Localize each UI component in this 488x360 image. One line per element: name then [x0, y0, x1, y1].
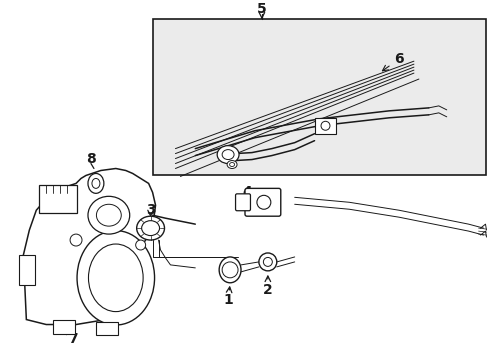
Circle shape [135, 240, 145, 250]
Text: 5: 5 [257, 3, 266, 17]
Bar [152, 19, 486, 175]
Text: 7: 7 [68, 332, 78, 346]
Polygon shape [23, 168, 155, 324]
Ellipse shape [88, 244, 143, 312]
Ellipse shape [217, 146, 239, 163]
FancyBboxPatch shape [244, 188, 280, 216]
Ellipse shape [88, 174, 103, 193]
Circle shape [256, 195, 270, 209]
Ellipse shape [222, 150, 234, 159]
FancyBboxPatch shape [235, 194, 250, 211]
Text: 8: 8 [86, 152, 96, 166]
Circle shape [263, 257, 272, 266]
Ellipse shape [219, 257, 241, 283]
Text: 1: 1 [223, 293, 232, 307]
Bar [53, 320, 75, 334]
Circle shape [320, 121, 329, 130]
Text: 4: 4 [242, 185, 251, 199]
Ellipse shape [88, 196, 129, 234]
Ellipse shape [226, 161, 237, 168]
Ellipse shape [229, 162, 234, 167]
Bar [96, 321, 118, 336]
Text: 6: 6 [382, 52, 403, 71]
FancyBboxPatch shape [20, 255, 35, 285]
Ellipse shape [77, 231, 154, 325]
Bar [314, 118, 336, 134]
Text: 2: 2 [263, 283, 272, 297]
Ellipse shape [142, 221, 159, 235]
Circle shape [222, 262, 238, 278]
Circle shape [258, 253, 276, 271]
Text: 3: 3 [145, 203, 155, 217]
FancyBboxPatch shape [39, 185, 77, 213]
Circle shape [70, 234, 82, 246]
Ellipse shape [136, 216, 164, 240]
Ellipse shape [96, 204, 121, 226]
Ellipse shape [92, 179, 100, 188]
